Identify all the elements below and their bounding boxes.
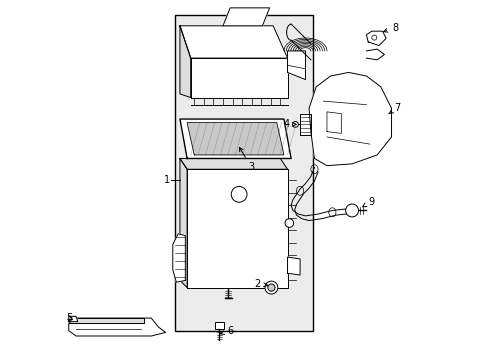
Circle shape <box>264 281 277 294</box>
Text: 1: 1 <box>164 175 170 185</box>
Polygon shape <box>287 51 305 80</box>
Polygon shape <box>180 158 187 288</box>
Polygon shape <box>326 112 341 134</box>
Polygon shape <box>300 114 310 135</box>
Text: 6: 6 <box>220 325 233 336</box>
Circle shape <box>345 204 358 217</box>
Polygon shape <box>190 58 287 98</box>
Polygon shape <box>172 234 185 282</box>
Text: 2: 2 <box>253 279 267 289</box>
Text: 9: 9 <box>362 197 374 207</box>
Circle shape <box>231 186 246 202</box>
Polygon shape <box>187 169 287 288</box>
Polygon shape <box>187 123 284 155</box>
Polygon shape <box>180 119 290 158</box>
Circle shape <box>292 122 298 127</box>
Polygon shape <box>69 316 78 321</box>
Polygon shape <box>180 158 287 169</box>
Circle shape <box>267 284 274 291</box>
Polygon shape <box>287 257 300 275</box>
Polygon shape <box>366 31 386 45</box>
Polygon shape <box>69 318 165 336</box>
Polygon shape <box>223 8 269 26</box>
Text: 3: 3 <box>239 148 254 172</box>
Text: 7: 7 <box>388 103 399 114</box>
Text: 4: 4 <box>283 120 296 129</box>
Polygon shape <box>69 318 144 323</box>
Polygon shape <box>180 26 190 98</box>
Bar <box>215 322 223 329</box>
Circle shape <box>371 35 376 40</box>
Polygon shape <box>180 26 287 58</box>
Text: 5: 5 <box>66 313 73 323</box>
Text: 8: 8 <box>383 23 397 33</box>
Polygon shape <box>366 49 384 60</box>
Bar <box>174 15 312 330</box>
Polygon shape <box>308 72 391 166</box>
Circle shape <box>285 219 293 227</box>
